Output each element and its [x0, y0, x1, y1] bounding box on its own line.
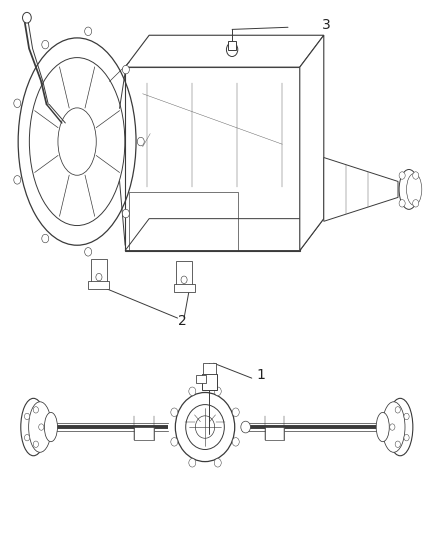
Circle shape	[226, 43, 238, 56]
Polygon shape	[300, 35, 324, 251]
Circle shape	[25, 434, 30, 441]
Circle shape	[395, 407, 400, 413]
Circle shape	[85, 247, 92, 256]
Text: 3: 3	[321, 18, 330, 31]
Circle shape	[25, 413, 30, 419]
Circle shape	[171, 438, 178, 446]
Circle shape	[33, 441, 39, 447]
Circle shape	[399, 172, 405, 179]
Circle shape	[214, 387, 221, 395]
Bar	[173, 284, 194, 292]
Circle shape	[22, 12, 31, 23]
Circle shape	[390, 424, 395, 430]
Bar	[265, 427, 285, 440]
Circle shape	[122, 66, 129, 74]
Circle shape	[399, 199, 405, 207]
Ellipse shape	[28, 402, 51, 453]
Circle shape	[413, 172, 419, 179]
Circle shape	[42, 41, 49, 49]
Circle shape	[85, 27, 92, 36]
Text: 1: 1	[256, 368, 265, 383]
Bar	[203, 364, 215, 374]
Ellipse shape	[388, 398, 413, 456]
Bar	[134, 427, 153, 440]
Ellipse shape	[399, 169, 419, 209]
Circle shape	[14, 99, 21, 108]
Ellipse shape	[195, 416, 215, 438]
Ellipse shape	[175, 392, 235, 462]
Ellipse shape	[376, 413, 389, 442]
Ellipse shape	[21, 398, 46, 456]
Ellipse shape	[44, 413, 57, 442]
Circle shape	[189, 387, 196, 395]
Ellipse shape	[241, 421, 251, 433]
Bar	[91, 259, 107, 282]
Circle shape	[232, 408, 239, 416]
Circle shape	[14, 175, 21, 184]
Polygon shape	[125, 35, 324, 67]
Bar	[196, 375, 206, 383]
Circle shape	[404, 434, 409, 441]
Circle shape	[189, 458, 196, 467]
Circle shape	[395, 441, 400, 447]
Ellipse shape	[406, 173, 422, 205]
Circle shape	[122, 209, 129, 218]
Text: 2: 2	[177, 314, 186, 328]
Polygon shape	[125, 219, 324, 251]
Bar	[201, 374, 217, 390]
Bar	[228, 41, 237, 50]
Circle shape	[42, 235, 49, 243]
Ellipse shape	[186, 405, 224, 449]
Circle shape	[39, 424, 44, 430]
Circle shape	[181, 276, 187, 284]
Bar	[88, 281, 110, 289]
Polygon shape	[324, 158, 398, 221]
Ellipse shape	[382, 402, 405, 453]
Circle shape	[171, 408, 178, 416]
Circle shape	[214, 458, 221, 467]
Bar	[176, 261, 192, 285]
Circle shape	[404, 413, 409, 419]
Circle shape	[33, 407, 39, 413]
Circle shape	[137, 138, 144, 146]
Circle shape	[413, 199, 419, 207]
Circle shape	[96, 273, 102, 281]
Circle shape	[232, 438, 239, 446]
